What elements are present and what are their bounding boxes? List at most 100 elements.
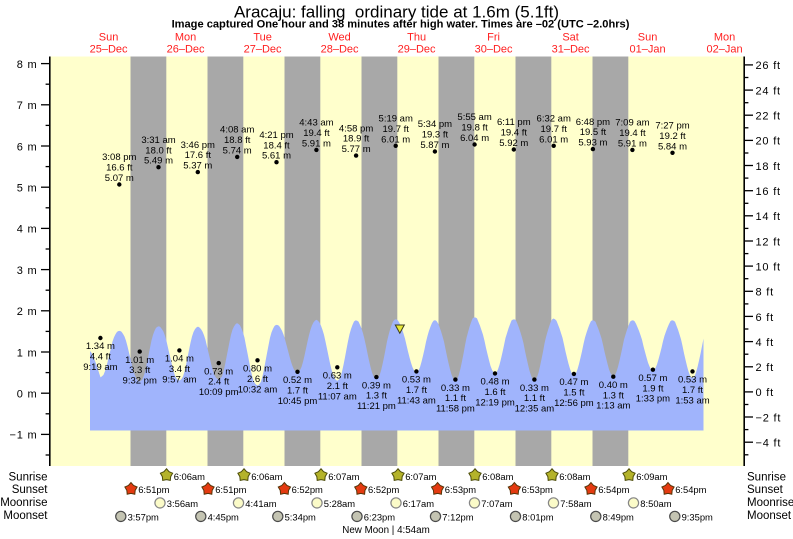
svg-text:7:58am: 7:58am: [560, 498, 591, 509]
svg-text:18.9 ft: 18.9 ft: [343, 134, 370, 145]
svg-text:6:53pm: 6:53pm: [445, 484, 476, 495]
svg-text:11:43 am: 11:43 am: [397, 395, 436, 406]
svg-text:Mon: Mon: [714, 32, 735, 44]
svg-text:18.8 ft: 18.8 ft: [224, 135, 251, 146]
svg-text:6:52pm: 6:52pm: [368, 484, 399, 495]
svg-text:Sun: Sun: [638, 32, 658, 44]
svg-text:0 m: 0 m: [17, 389, 38, 401]
svg-text:19.3 ft: 19.3 ft: [422, 130, 449, 141]
svg-text:4 m: 4 m: [17, 224, 38, 236]
svg-text:1.01 m: 1.01 m: [125, 355, 154, 366]
svg-text:5:55 am: 5:55 am: [457, 112, 491, 123]
svg-text:4:08 am: 4:08 am: [220, 125, 254, 136]
svg-text:2 m: 2 m: [17, 306, 38, 318]
svg-text:6:17am: 6:17am: [403, 498, 434, 509]
svg-text:0.53 m: 0.53 m: [402, 375, 431, 386]
svg-text:0.73 m: 0.73 m: [204, 366, 233, 377]
svg-text:1:33 pm: 1:33 pm: [636, 394, 670, 405]
svg-text:8:49pm: 8:49pm: [603, 511, 634, 522]
svg-text:19.7 ft: 19.7 ft: [382, 124, 409, 135]
svg-text:7:27 pm: 7:27 pm: [655, 121, 689, 132]
svg-text:4:43 am: 4:43 am: [299, 118, 333, 129]
svg-text:Sunrise: Sunrise: [747, 472, 786, 484]
svg-text:7 m: 7 m: [17, 100, 38, 112]
svg-text:5.92 m: 5.92 m: [499, 138, 528, 149]
svg-text:3:46 pm: 3:46 pm: [181, 140, 215, 151]
svg-text:7:07am: 7:07am: [481, 498, 512, 509]
svg-text:6.01 m: 6.01 m: [381, 134, 410, 145]
svg-text:3 m: 3 m: [17, 265, 38, 277]
svg-text:Sunset: Sunset: [747, 484, 784, 496]
svg-text:5.84 m: 5.84 m: [658, 141, 687, 152]
svg-text:17.6 ft: 17.6 ft: [185, 150, 212, 161]
svg-text:3:31 am: 3:31 am: [141, 135, 175, 146]
svg-text:25–Dec: 25–Dec: [90, 44, 128, 56]
svg-text:1.5 ft: 1.5 ft: [563, 388, 584, 399]
svg-text:6:54pm: 6:54pm: [598, 484, 629, 495]
svg-text:19.8 ft: 19.8 ft: [461, 123, 488, 134]
svg-text:5.77 m: 5.77 m: [342, 144, 371, 155]
svg-text:30–Dec: 30–Dec: [475, 44, 513, 56]
svg-text:1.7 ft: 1.7 ft: [682, 385, 703, 396]
svg-text:5:34pm: 5:34pm: [285, 511, 316, 522]
svg-text:4:58 pm: 4:58 pm: [339, 123, 373, 134]
svg-text:11:21 pm: 11:21 pm: [357, 401, 396, 412]
svg-text:1:13 am: 1:13 am: [596, 401, 630, 412]
svg-text:3:57pm: 3:57pm: [128, 511, 159, 522]
svg-text:6:08am: 6:08am: [482, 471, 513, 482]
svg-text:1.34 m: 1.34 m: [86, 341, 115, 352]
svg-text:3.3 ft: 3.3 ft: [129, 365, 150, 376]
svg-text:Sunset: Sunset: [12, 484, 49, 496]
svg-text:0.39 m: 0.39 m: [362, 380, 391, 391]
svg-text:8:01pm: 8:01pm: [522, 511, 553, 522]
svg-text:4:45pm: 4:45pm: [208, 511, 239, 522]
svg-text:10:09 pm: 10:09 pm: [199, 387, 239, 398]
svg-text:6:52pm: 6:52pm: [292, 484, 323, 495]
svg-text:1.6 ft: 1.6 ft: [484, 387, 505, 398]
svg-text:10 ft: 10 ft: [756, 261, 781, 273]
svg-text:Fri: Fri: [487, 32, 500, 44]
svg-text:14 ft: 14 ft: [756, 211, 781, 223]
svg-text:0.40 m: 0.40 m: [599, 380, 628, 391]
svg-text:19.7 ft: 19.7 ft: [540, 124, 567, 135]
svg-text:2.1 ft: 2.1 ft: [327, 381, 348, 392]
svg-text:26 ft: 26 ft: [756, 60, 781, 72]
svg-text:6:51pm: 6:51pm: [138, 484, 169, 495]
svg-text:Moonrise: Moonrise: [747, 497, 793, 509]
svg-text:0.33 m: 0.33 m: [441, 383, 470, 394]
svg-text:19.4 ft: 19.4 ft: [501, 128, 528, 139]
svg-text:6:07am: 6:07am: [328, 471, 359, 482]
svg-text:12 ft: 12 ft: [756, 236, 781, 248]
svg-text:6:11 pm: 6:11 pm: [497, 117, 531, 128]
svg-text:Moonset: Moonset: [3, 510, 48, 522]
svg-text:24 ft: 24 ft: [756, 85, 781, 97]
svg-text:12:56 pm: 12:56 pm: [554, 398, 594, 409]
svg-text:8 ft: 8 ft: [756, 287, 775, 299]
svg-text:1.7 ft: 1.7 ft: [287, 385, 308, 396]
svg-text:11:58 pm: 11:58 pm: [436, 404, 475, 415]
svg-text:6:53pm: 6:53pm: [522, 484, 553, 495]
svg-text:5:19 am: 5:19 am: [379, 114, 413, 125]
svg-text:2 ft: 2 ft: [756, 362, 775, 374]
svg-text:0.57 m: 0.57 m: [638, 373, 667, 384]
svg-text:6:08am: 6:08am: [559, 471, 590, 482]
svg-text:5.74 m: 5.74 m: [223, 145, 252, 156]
svg-text:5.61 m: 5.61 m: [262, 151, 291, 162]
svg-text:9:19 am: 9:19 am: [83, 362, 117, 373]
svg-text:16.6 ft: 16.6 ft: [106, 163, 133, 174]
svg-text:6:09am: 6:09am: [636, 471, 667, 482]
svg-text:10:32 am: 10:32 am: [238, 384, 278, 395]
svg-text:6.01 m: 6.01 m: [539, 134, 568, 145]
svg-text:6:23pm: 6:23pm: [364, 511, 395, 522]
svg-text:4:21 pm: 4:21 pm: [259, 130, 293, 141]
svg-text:10:45 pm: 10:45 pm: [278, 396, 318, 407]
svg-text:31–Dec: 31–Dec: [552, 44, 590, 56]
svg-text:Moonrise: Moonrise: [0, 497, 47, 509]
svg-text:6:54pm: 6:54pm: [675, 484, 706, 495]
svg-text:16 ft: 16 ft: [756, 186, 781, 198]
svg-text:−1 m: −1 m: [10, 430, 38, 442]
svg-text:1.1 ft: 1.1 ft: [445, 393, 466, 404]
svg-text:8 m: 8 m: [17, 59, 38, 71]
svg-text:Aracaju: falling ordinary tid: Aracaju: falling ordinary tide at 1.6m (…: [234, 2, 559, 21]
svg-text:5.93 m: 5.93 m: [578, 138, 607, 149]
